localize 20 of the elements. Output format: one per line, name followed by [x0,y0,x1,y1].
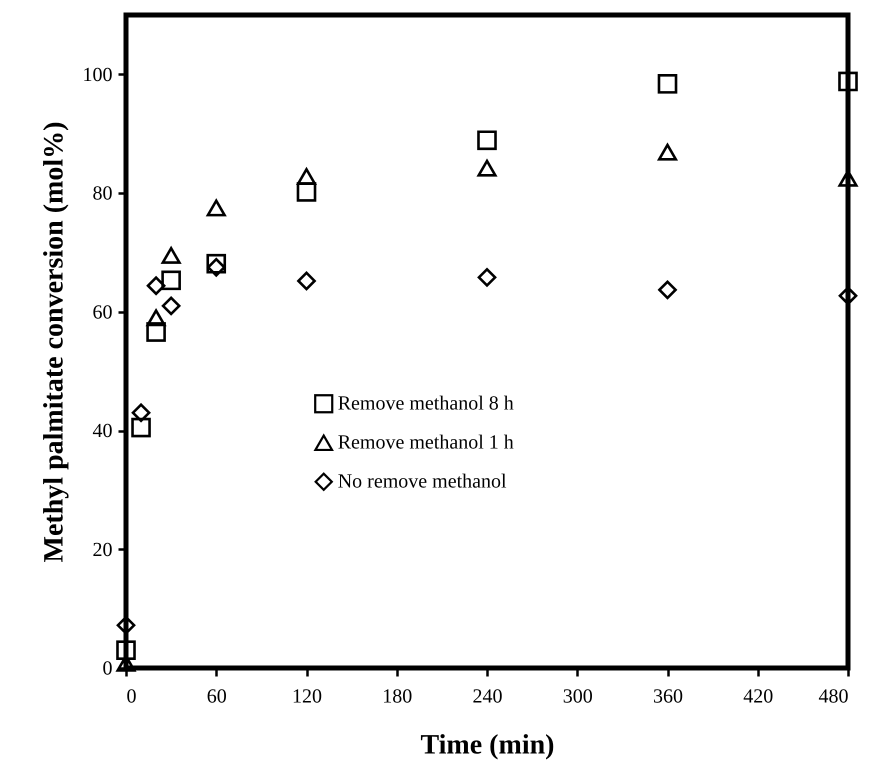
y-tick-label: 60 [92,301,112,324]
x-tick-label: 180 [382,686,412,708]
x-tick-label: 120 [292,686,322,708]
x-tick-label: 420 [743,686,774,708]
y-tick-label: 80 [92,182,112,205]
x-tick-label: 0 [126,686,136,708]
legend-label: Remove methanol 8 h [338,392,514,415]
y-tick-label: 20 [92,538,112,561]
x-tick-label: 60 [206,686,227,708]
y-tick-label: 0 [102,658,112,680]
x-tick-label: 300 [562,686,593,708]
x-tick-label: 240 [472,686,502,708]
y-axis-title: Methyl palmitate conversion (mol%) [38,122,70,562]
y-tick-label: 100 [82,64,112,86]
x-axis-title: Time (min) [420,730,555,760]
legend-label: No remove methanol [338,470,507,493]
x-tick-label: 480 [818,686,848,708]
legend-label: Remove methanol 1 h [338,432,514,454]
x-tick-label: 360 [653,686,683,708]
y-tick-label: 40 [92,420,112,442]
